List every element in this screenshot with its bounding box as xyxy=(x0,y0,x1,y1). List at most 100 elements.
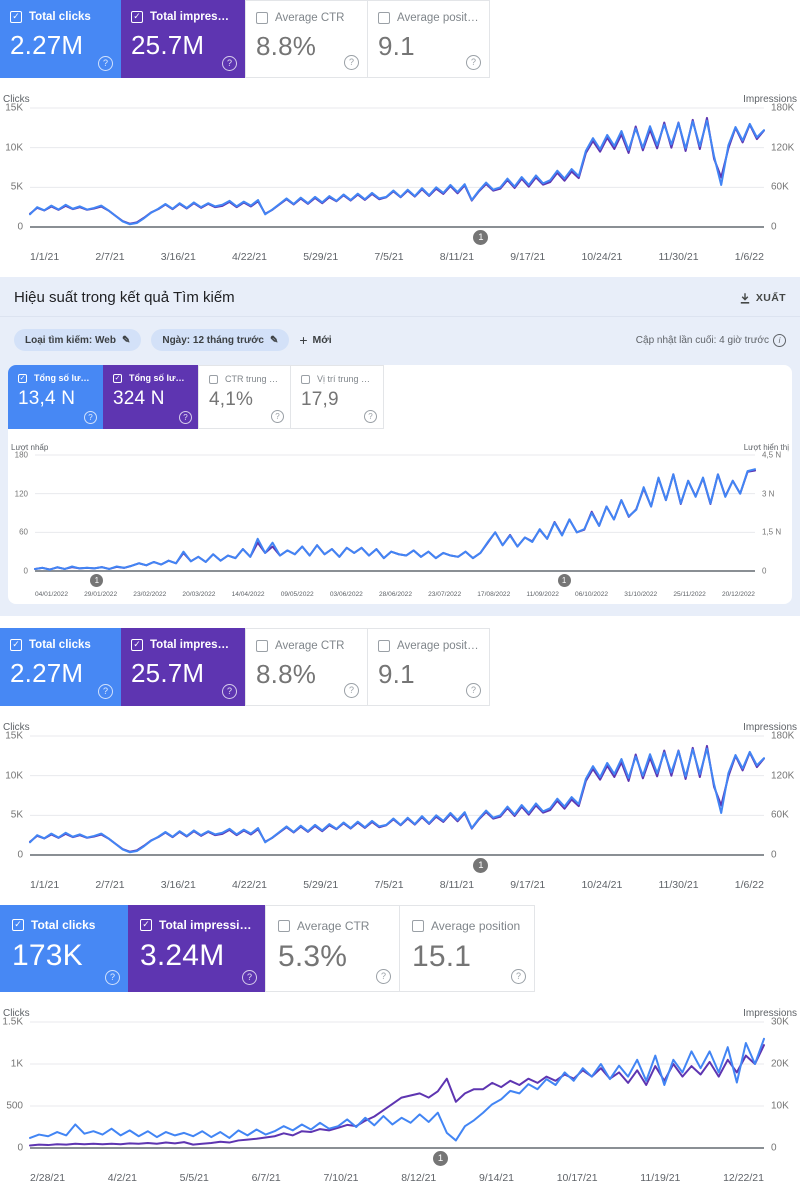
section-performance-english-2: ✓ Total clicks 2.27M ? ✓ Total impressions… xyxy=(0,616,800,891)
help-icon[interactable]: ? xyxy=(271,410,284,423)
metric-card-average-position[interactable]: Average position 15.1 ? xyxy=(400,905,535,992)
x-axis-tick-label: 25/11/2022 xyxy=(673,591,706,598)
metric-label: Total clicks xyxy=(29,11,91,23)
annotation-marker[interactable]: 1 xyxy=(473,858,489,873)
x-axis-tick-label: 12/22/21 xyxy=(723,1172,764,1184)
metric-card-total-impressions[interactable]: ✓ Tổng số lượt hiển thị 324 N ? xyxy=(103,365,198,429)
help-icon[interactable]: ? xyxy=(84,411,97,424)
help-icon[interactable]: ? xyxy=(98,684,113,699)
x-axis-tick-label: 23/02/2022 xyxy=(133,591,167,598)
metric-card-total-clicks[interactable]: ✓ Total clicks 2.27M ? xyxy=(0,628,121,706)
metric-cards: ✓ Total clicks 2.27M ? ✓ Total impressions… xyxy=(0,0,800,78)
annotation-marker[interactable]: 1 xyxy=(557,574,571,587)
y-axis-tick-label: 120K xyxy=(771,142,795,154)
y-axis-tick-label: 1.5K xyxy=(2,1016,23,1028)
y-axis-tick-label: 180 xyxy=(14,450,28,460)
metric-card-average-ctr[interactable]: Average CTR 5.3% ? xyxy=(265,905,400,992)
metric-value: 324 N xyxy=(113,388,165,409)
metric-card-total-clicks[interactable]: ✓ Total clicks 173K ? xyxy=(0,905,128,992)
filter-chip-date-range[interactable]: Ngày: 12 tháng trước ✎ xyxy=(151,329,290,351)
plot-area[interactable]: 1 xyxy=(30,108,764,245)
checkbox-checked-icon[interactable]: ✓ xyxy=(10,11,22,23)
help-icon[interactable]: ? xyxy=(222,684,237,699)
filter-chip-search-type[interactable]: Loại tìm kiếm: Web ✎ xyxy=(14,329,142,351)
y-axis-tick-label: 180K xyxy=(771,102,795,114)
checkbox-checked-icon[interactable]: ✓ xyxy=(131,639,143,651)
metric-card-average-position[interactable]: Average position 9.1 ? xyxy=(368,628,490,706)
help-icon[interactable]: ? xyxy=(511,969,526,984)
y-axis-tick-label: 10K xyxy=(5,770,23,782)
line-chart[interactable] xyxy=(30,736,764,855)
metric-cards: ✓ Total clicks 2.27M ? ✓ Total impressions… xyxy=(0,628,800,706)
metric-label: Tổng số lượt hiển thị xyxy=(129,373,188,383)
left-axis-ticks: 15K 10K 5K 0 xyxy=(0,103,30,233)
checkbox-unchecked-icon[interactable] xyxy=(378,640,390,652)
checkbox-checked-icon[interactable]: ✓ xyxy=(113,373,122,383)
checkbox-unchecked-icon[interactable] xyxy=(256,640,268,652)
section-performance-vietnamese: Hiệu suất trong kết quả Tìm kiếm XUẤT Lo… xyxy=(0,277,800,616)
x-axis-tick-label: 1/1/21 xyxy=(30,879,60,891)
metric-cards: ✓ Tổng số lượt nhấp 13,4 N ? ✓ Tổng số lượ… xyxy=(8,365,792,429)
checkbox-checked-icon[interactable]: ✓ xyxy=(18,373,27,383)
checkbox-unchecked-icon[interactable] xyxy=(301,374,310,384)
y-axis-tick-label: 0 xyxy=(17,221,23,233)
metric-card-total-clicks[interactable]: ✓ Total clicks 2.27M ? xyxy=(0,0,121,78)
checkbox-unchecked-icon[interactable] xyxy=(256,12,268,24)
metric-card-average-ctr[interactable]: Average CTR 8.8% ? xyxy=(245,628,368,706)
line-chart[interactable] xyxy=(30,108,764,227)
x-axis-tick-label: 8/11/21 xyxy=(439,251,475,263)
line-chart[interactable] xyxy=(35,455,755,571)
x-axis-tick-label: 10/24/21 xyxy=(581,251,623,263)
line-chart[interactable] xyxy=(30,1022,764,1148)
annotation-marker[interactable]: 1 xyxy=(433,1151,449,1166)
y-axis-tick-label: 15K xyxy=(5,102,23,114)
annotation-marker[interactable]: 1 xyxy=(473,230,489,245)
checkbox-checked-icon[interactable]: ✓ xyxy=(140,919,152,931)
metric-card-average-position[interactable]: Average position 9.1 ? xyxy=(368,0,490,78)
checkbox-unchecked-icon[interactable] xyxy=(278,920,290,932)
help-icon[interactable]: ? xyxy=(242,970,257,985)
left-axis-title: Lượt nhấp xyxy=(11,443,49,452)
help-icon[interactable]: ? xyxy=(344,683,359,698)
checkbox-unchecked-icon[interactable] xyxy=(412,920,424,932)
x-axis-tick-label: 20/03/2022 xyxy=(182,591,216,598)
y-axis-tick-label: 0 xyxy=(17,849,23,861)
metric-value: 2.27M xyxy=(10,30,84,60)
plot-area[interactable]: 1 xyxy=(30,1022,764,1166)
help-icon[interactable]: ? xyxy=(466,55,481,70)
metric-card-average-position[interactable]: Vị trí trung bình 17,9 ? xyxy=(291,365,384,429)
help-icon[interactable]: ? xyxy=(98,56,113,71)
help-icon[interactable]: ? xyxy=(105,970,120,985)
checkbox-checked-icon[interactable]: ✓ xyxy=(10,639,22,651)
y-axis-tick-label: 0 xyxy=(762,566,767,576)
help-icon[interactable]: ? xyxy=(222,56,237,71)
new-filter-button[interactable]: + Mới xyxy=(299,332,332,348)
metric-card-average-ctr[interactable]: Average CTR 8.8% ? xyxy=(245,0,368,78)
help-icon[interactable]: ? xyxy=(344,55,359,70)
plot-area[interactable]: 1 xyxy=(30,736,764,873)
checkbox-unchecked-icon[interactable] xyxy=(378,12,390,24)
metric-card-total-impressions[interactable]: ✓ Total impressions 25.7M ? xyxy=(121,628,245,706)
metric-value: 3.24M xyxy=(140,939,225,972)
checkbox-unchecked-icon[interactable] xyxy=(209,374,218,384)
right-axis-ticks: 4,5 N 3 N 1,5 N 0 xyxy=(755,451,792,576)
x-axis-tick-label: 4/22/21 xyxy=(231,879,268,891)
metric-card-total-impressions[interactable]: ✓ Total impressions 3.24M ? xyxy=(128,905,265,992)
annotation-marker[interactable]: 1 xyxy=(90,574,104,587)
x-axis-tick-label: 2/7/21 xyxy=(95,879,125,891)
help-icon[interactable]: ? xyxy=(376,969,391,984)
help-icon[interactable]: ? xyxy=(179,411,192,424)
x-axis-tick-label: 04/01/2022 xyxy=(35,591,69,598)
help-icon[interactable]: ? xyxy=(364,410,377,423)
x-axis-tick-label: 7/5/21 xyxy=(374,879,404,891)
x-axis-ticks: 04/01/2022 29/01/2022 23/02/2022 20/03/2022… xyxy=(35,591,755,598)
metric-card-total-impressions[interactable]: ✓ Total impressions 25.7M ? xyxy=(121,0,245,78)
export-button[interactable]: XUẤT xyxy=(739,292,786,304)
metric-card-total-clicks[interactable]: ✓ Tổng số lượt nhấp 13,4 N ? xyxy=(8,365,103,429)
help-icon[interactable]: ? xyxy=(466,683,481,698)
checkbox-checked-icon[interactable]: ✓ xyxy=(131,11,143,23)
metric-card-average-ctr[interactable]: CTR trung bình 4,1% ? xyxy=(198,365,291,429)
checkbox-checked-icon[interactable]: ✓ xyxy=(12,919,24,931)
